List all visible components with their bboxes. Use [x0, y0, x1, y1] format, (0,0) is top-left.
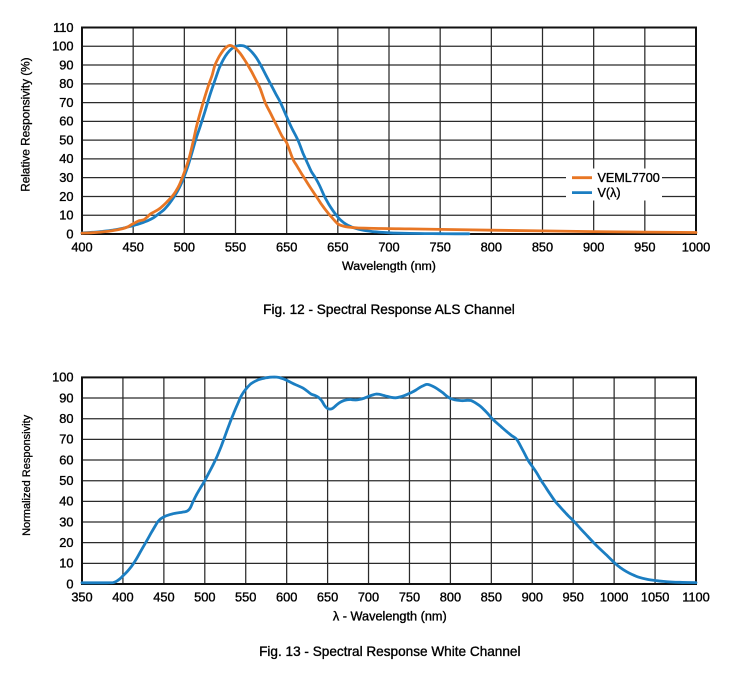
svg-text:850: 850 — [532, 240, 553, 255]
svg-text:650: 650 — [276, 240, 297, 255]
svg-text:450: 450 — [123, 240, 144, 255]
svg-text:90: 90 — [59, 390, 73, 405]
svg-text:650: 650 — [327, 240, 348, 255]
svg-text:1100: 1100 — [682, 590, 710, 605]
svg-text:50: 50 — [59, 132, 73, 147]
svg-text:λ - Wavelength (nm): λ - Wavelength (nm) — [333, 610, 447, 624]
svg-text:950: 950 — [634, 240, 655, 255]
svg-text:VEML7700: VEML7700 — [598, 171, 660, 185]
svg-text:450: 450 — [153, 590, 174, 605]
svg-text:30: 30 — [59, 170, 73, 185]
svg-text:70: 70 — [59, 95, 73, 110]
svg-text:60: 60 — [59, 114, 73, 129]
svg-text:80: 80 — [59, 411, 73, 426]
svg-text:0: 0 — [66, 226, 73, 241]
svg-text:100: 100 — [52, 39, 73, 54]
svg-text:90: 90 — [59, 57, 73, 72]
svg-text:80: 80 — [59, 76, 73, 91]
svg-text:100: 100 — [52, 370, 73, 385]
svg-text:500: 500 — [174, 240, 195, 255]
svg-text:800: 800 — [440, 590, 461, 605]
svg-text:1050: 1050 — [641, 590, 669, 605]
svg-text:950: 950 — [563, 590, 584, 605]
svg-text:V(λ): V(λ) — [598, 186, 621, 200]
svg-text:20: 20 — [59, 535, 73, 550]
svg-text:Relative Responsivity (%): Relative Responsivity (%) — [19, 57, 33, 191]
svg-text:700: 700 — [378, 240, 399, 255]
svg-text:30: 30 — [59, 514, 73, 529]
svg-text:60: 60 — [59, 452, 73, 467]
svg-text:70: 70 — [59, 432, 73, 447]
svg-text:400: 400 — [112, 590, 133, 605]
svg-text:10: 10 — [59, 556, 73, 571]
svg-text:750: 750 — [399, 590, 420, 605]
svg-text:750: 750 — [430, 240, 451, 255]
svg-text:650: 650 — [317, 590, 338, 605]
svg-text:550: 550 — [235, 590, 256, 605]
svg-text:Fig. 13 - Spectral Response Wh: Fig. 13 - Spectral Response White Channe… — [259, 644, 520, 659]
svg-text:500: 500 — [194, 590, 215, 605]
svg-text:0: 0 — [66, 576, 73, 591]
svg-text:Fig. 12 - Spectral Response AL: Fig. 12 - Spectral Response ALS Channel — [263, 302, 515, 317]
svg-text:20: 20 — [59, 189, 73, 204]
svg-text:850: 850 — [481, 590, 502, 605]
svg-text:350: 350 — [71, 590, 92, 605]
svg-text:1000: 1000 — [600, 590, 628, 605]
svg-text:1000: 1000 — [682, 240, 710, 255]
svg-text:800: 800 — [481, 240, 502, 255]
svg-text:550: 550 — [225, 240, 246, 255]
svg-text:40: 40 — [59, 151, 73, 166]
svg-text:40: 40 — [59, 494, 73, 509]
svg-text:900: 900 — [583, 240, 604, 255]
svg-text:700: 700 — [358, 590, 379, 605]
svg-text:600: 600 — [276, 590, 297, 605]
svg-text:900: 900 — [522, 590, 543, 605]
svg-text:400: 400 — [71, 240, 92, 255]
svg-text:Normalized Responsivity: Normalized Responsivity — [21, 414, 33, 536]
svg-text:Wavelength (nm): Wavelength (nm) — [342, 259, 436, 273]
svg-text:50: 50 — [59, 473, 73, 488]
svg-text:110: 110 — [53, 20, 73, 35]
svg-text:10: 10 — [59, 208, 73, 223]
